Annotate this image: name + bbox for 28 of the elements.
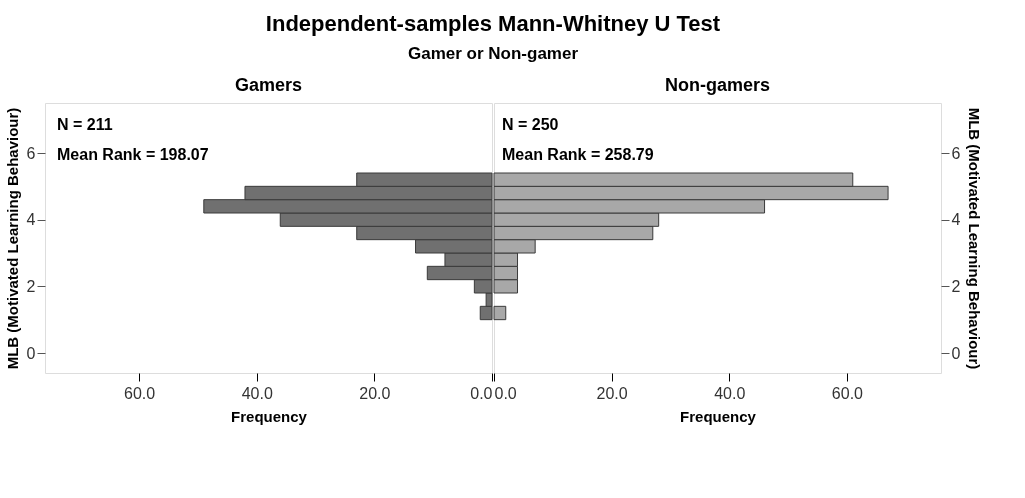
y-tick-label: 2: [26, 277, 36, 295]
legend-title: Non-gamers: [664, 75, 771, 95]
x-tick-label: 0.0: [470, 384, 493, 402]
y-axis-title: MLB (Motivated Learning Behaviour): [3, 107, 21, 370]
y-tick-label: 6: [951, 144, 961, 162]
y-tick-label: 2: [951, 277, 961, 295]
chart-title: Independent-samples Mann-Whitney U Test: [265, 10, 721, 36]
x-tick-label: 40.0: [241, 384, 273, 402]
x-tick-label: 60.0: [124, 384, 156, 402]
x-tick-label: 20.0: [359, 384, 391, 402]
chart-subtitle: Gamer or Non-gamer: [407, 43, 579, 63]
annotation: Mean Rank = 258.79: [502, 146, 654, 163]
y-tick-label: 0: [951, 344, 961, 362]
x-axis-title: Frequency: [680, 407, 757, 425]
y-tick-label: 4: [26, 211, 36, 229]
x-tick-label: 60.0: [831, 384, 864, 402]
y-tick-label: 0: [26, 344, 36, 362]
legend-title: Gamers: [234, 75, 303, 95]
y-tick-label: 4: [951, 211, 961, 229]
y-axis-title: MLB (Motivated Learning Behaviour): [966, 107, 984, 370]
y-tick-label: 6: [26, 144, 36, 162]
annotation: N = 250: [502, 116, 559, 133]
annotation: N = 211: [57, 116, 113, 133]
annotation: Mean Rank = 198.07: [57, 146, 209, 163]
x-tick-label: 20.0: [596, 384, 628, 402]
x-axis-title: Frequency: [231, 407, 308, 425]
x-tick-label: 0.0: [494, 384, 517, 402]
x-tick-label: 40.0: [714, 384, 746, 402]
